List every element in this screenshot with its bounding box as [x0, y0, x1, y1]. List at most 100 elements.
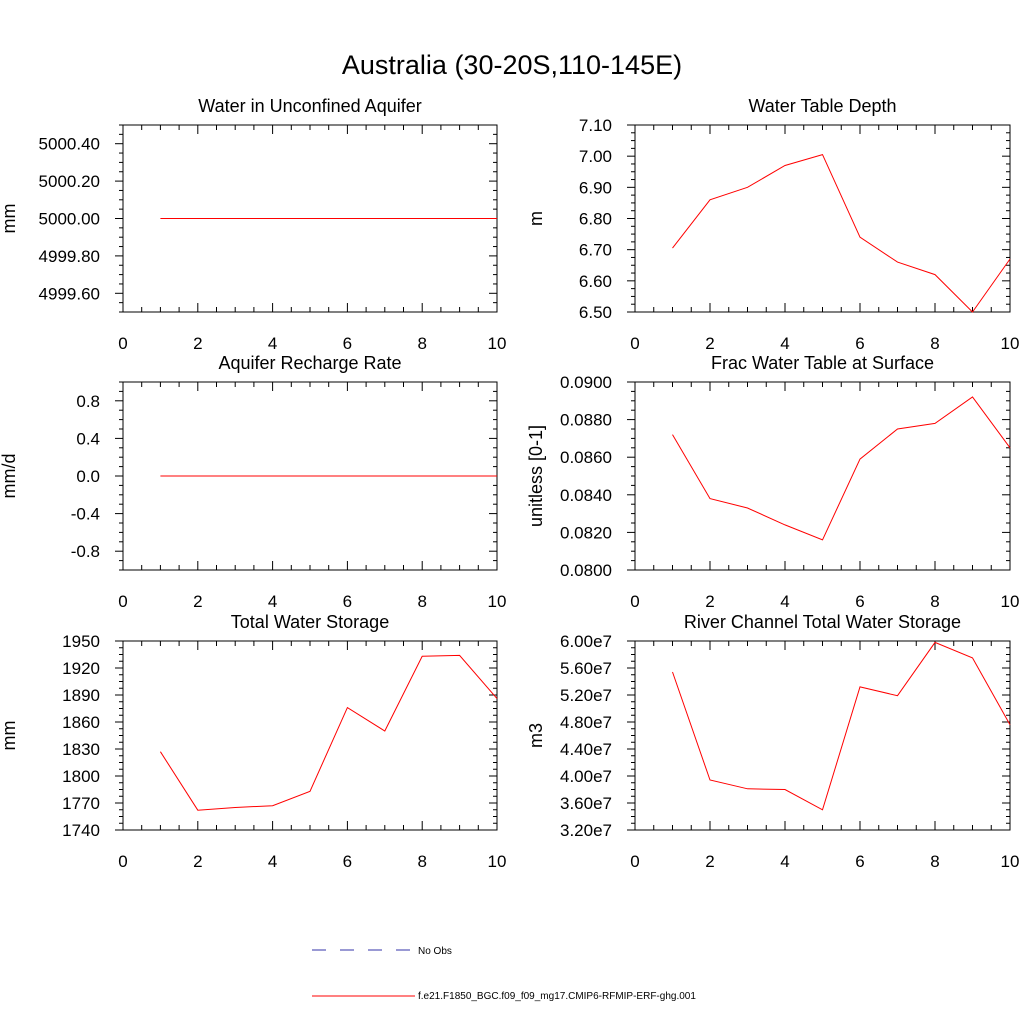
x-tick-label: 4 — [268, 592, 277, 611]
y-tick-label: 0.0860 — [560, 448, 612, 467]
x-tick-label: 8 — [417, 852, 426, 871]
y-tick-label: 1830 — [62, 740, 100, 759]
y-tick-label: 6.50 — [579, 303, 612, 322]
legend-obs-label: No Obs — [418, 946, 452, 957]
legend-model-label: f.e21.F1850_BGC.f09_f09_mg17.CMIP6-RFMIP… — [418, 991, 696, 1002]
plot-frame — [122, 640, 498, 831]
panel-2: 0 2 4 6 8 10 6.50 6.60 6.70 6.80 6.90 7.00 7.10 Water… — [526, 96, 1019, 353]
x-tick-label: 0 — [118, 592, 127, 611]
y-tick-label: 1890 — [62, 686, 100, 705]
panel-3: 0 2 4 6 8 10 -0.8 -0.4 0.0 0.4 0.8 Aquifer Recharge… — [0, 353, 506, 611]
panel-title: River Channel Total Water Storage — [684, 612, 961, 632]
x-tick-label: 6 — [855, 852, 864, 871]
panel-1: 0 2 4 6 8 10 4999.60 4999.80 5000.00 5000.20 5000.… — [0, 96, 506, 353]
panel-title: Water Table Depth — [748, 96, 896, 116]
x-tick-label: 2 — [705, 592, 714, 611]
x-tick-label: 10 — [488, 592, 507, 611]
x-tick-label: 4 — [780, 592, 789, 611]
x-tick-label: 8 — [417, 592, 426, 611]
x-tick-label: 0 — [630, 592, 639, 611]
plot-frame — [634, 640, 1011, 831]
x-tick-label: 10 — [488, 334, 507, 353]
y-tick-label: 7.10 — [579, 116, 612, 135]
y-tick-label: 3.60e7 — [560, 794, 612, 813]
y-axis-label: m — [526, 211, 546, 226]
x-tick-label: 8 — [417, 334, 426, 353]
x-tick-label: 6 — [343, 592, 352, 611]
y-axis-label: unitless [0-1] — [526, 425, 546, 527]
x-tick-label: 6 — [855, 592, 864, 611]
series-line — [672, 153, 1011, 313]
x-tick-label: 2 — [193, 334, 202, 353]
x-tick-label: 10 — [1001, 852, 1020, 871]
x-tick-label: 6 — [343, 852, 352, 871]
plot-frame — [634, 124, 1011, 313]
y-tick-label: 4999.80 — [39, 247, 100, 266]
x-tick-label: 8 — [930, 334, 939, 353]
y-tick-label: 3.20e7 — [560, 821, 612, 840]
x-tick-label: 4 — [780, 852, 789, 871]
x-tick-label: 10 — [1001, 334, 1020, 353]
x-tick-label: 6 — [855, 334, 864, 353]
y-tick-label: 1920 — [62, 659, 100, 678]
y-axis-label: mm — [0, 721, 19, 751]
panel-6: 0 2 4 6 8 10 3.20e7 3.60e7 4.00e7 4.40e7 4.80e7 5.2… — [526, 612, 1019, 871]
panel-title: Total Water Storage — [231, 612, 389, 632]
y-tick-label: 5000.40 — [39, 135, 100, 154]
x-tick-label: 2 — [705, 852, 714, 871]
x-tick-label: 0 — [118, 334, 127, 353]
x-tick-label: 2 — [705, 334, 714, 353]
figure-title: Australia (30-20S,110-145E) — [342, 50, 682, 80]
y-tick-label: 1950 — [62, 632, 100, 651]
x-tick-label: 4 — [780, 334, 789, 353]
x-tick-label: 6 — [343, 334, 352, 353]
y-tick-label: 0.0800 — [560, 561, 612, 580]
y-tick-label: 4.40e7 — [560, 740, 612, 759]
series-line — [672, 396, 1011, 541]
y-tick-label: 6.00e7 — [560, 632, 612, 651]
y-tick-label: 5000.00 — [39, 210, 100, 229]
x-tick-label: 2 — [193, 592, 202, 611]
y-tick-label: 0.0840 — [560, 486, 612, 505]
y-axis-label: mm — [0, 204, 19, 234]
x-tick-label: 8 — [930, 592, 939, 611]
x-tick-label: 0 — [118, 852, 127, 871]
y-tick-label: 1740 — [62, 821, 100, 840]
legend: No Obs f.e21.F1850_BGC.f09_f09_mg17.CMIP… — [312, 946, 696, 1002]
panel-title: Aquifer Recharge Rate — [218, 353, 401, 373]
y-tick-label: 0.0 — [76, 467, 100, 486]
y-tick-label: 5000.20 — [39, 172, 100, 191]
y-axis-label: mm/d — [0, 454, 19, 499]
y-tick-label: 4999.60 — [39, 284, 100, 303]
panel-title: Water in Unconfined Aquifer — [198, 96, 421, 116]
y-tick-label: 6.90 — [579, 178, 612, 197]
y-tick-label: 1800 — [62, 767, 100, 786]
series-line — [159, 654, 498, 811]
y-tick-label: 4.00e7 — [560, 767, 612, 786]
y-tick-label: 1860 — [62, 713, 100, 732]
y-tick-label: -0.8 — [71, 542, 100, 561]
x-tick-label: 0 — [630, 852, 639, 871]
panel-4: 0 2 4 6 8 10 0.0800 0.0820 0.0840 0.0860 0.0880 0.0… — [526, 353, 1019, 611]
panel-5: 0 2 4 6 8 10 1740 1770 1800 1830 1860 1890 1920 1950 T… — [0, 612, 506, 871]
x-tick-label: 2 — [193, 852, 202, 871]
y-tick-label: 5.20e7 — [560, 686, 612, 705]
x-tick-label: 8 — [930, 852, 939, 871]
x-tick-label: 4 — [268, 334, 277, 353]
x-tick-label: 10 — [488, 852, 507, 871]
y-tick-label: 0.8 — [76, 392, 100, 411]
y-tick-label: -0.4 — [71, 505, 100, 524]
y-tick-label: 6.70 — [579, 241, 612, 260]
y-tick-label: 0.0880 — [560, 411, 612, 430]
y-tick-label: 6.80 — [579, 210, 612, 229]
series-line — [672, 641, 1011, 811]
y-tick-label: 0.4 — [76, 429, 100, 448]
x-tick-label: 4 — [268, 852, 277, 871]
y-tick-label: 6.60 — [579, 272, 612, 291]
panel-grid: 0 2 4 6 8 10 4999.60 4999.80 5000.00 5000.20 5000.… — [0, 96, 1019, 871]
y-tick-label: 1770 — [62, 794, 100, 813]
x-tick-label: 10 — [1001, 592, 1020, 611]
x-tick-label: 0 — [630, 334, 639, 353]
y-tick-label: 0.0820 — [560, 523, 612, 542]
y-tick-label: 5.60e7 — [560, 659, 612, 678]
